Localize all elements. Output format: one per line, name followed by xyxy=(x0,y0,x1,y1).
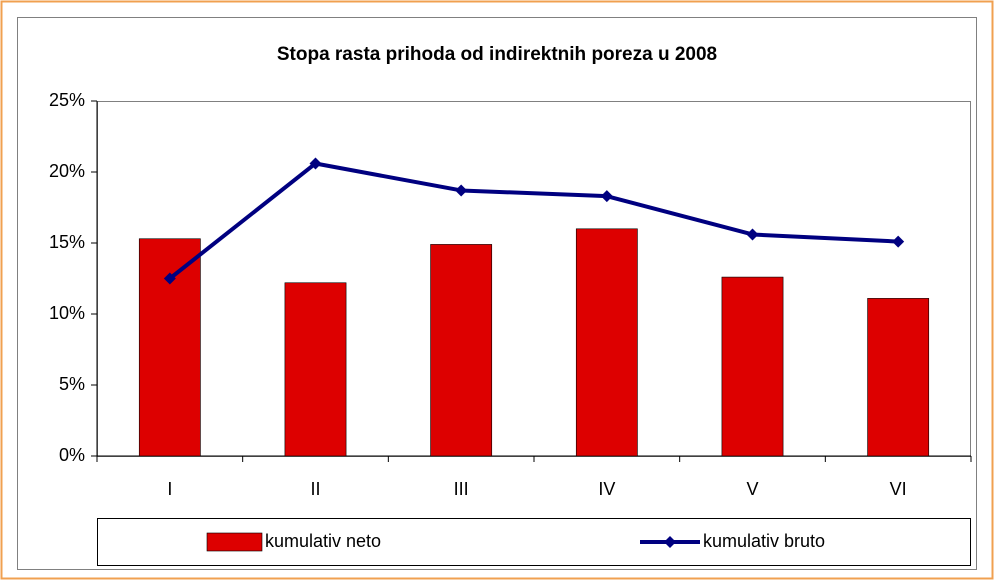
bar xyxy=(284,282,347,457)
x-tick-label: VI xyxy=(890,479,907,499)
x-tick-label: III xyxy=(454,479,469,499)
line-marker xyxy=(309,157,322,170)
line xyxy=(168,161,899,281)
x-tick-label: II xyxy=(310,479,320,499)
y-tick-label: 0% xyxy=(59,445,85,465)
line-marker xyxy=(455,184,468,197)
bar xyxy=(138,238,201,457)
line-marker xyxy=(163,272,176,285)
legend-label: kumulativ bruto xyxy=(703,531,825,551)
line-marker xyxy=(600,190,613,203)
x-tick-label: V xyxy=(746,479,758,499)
y-tick-label: 25% xyxy=(49,90,85,110)
legend-swatch xyxy=(206,532,263,552)
x-tick-label: I xyxy=(167,479,172,499)
plot-area xyxy=(97,101,971,457)
line-marker xyxy=(892,235,905,248)
legend-label: kumulativ neto xyxy=(265,531,381,551)
x-tick-label: IV xyxy=(598,479,615,499)
bar xyxy=(721,276,784,457)
y-tick-label: 10% xyxy=(49,303,85,323)
bar xyxy=(430,244,493,457)
bar xyxy=(867,298,930,457)
y-tick-label: 15% xyxy=(49,232,85,252)
line-marker xyxy=(746,228,759,241)
chart-title: Stopa rasta prihoda od indirektnih porez… xyxy=(277,44,717,65)
bar xyxy=(575,228,638,457)
legend-marker xyxy=(664,536,676,548)
y-tick-label: 20% xyxy=(49,161,85,181)
y-tick-label: 5% xyxy=(59,374,85,394)
